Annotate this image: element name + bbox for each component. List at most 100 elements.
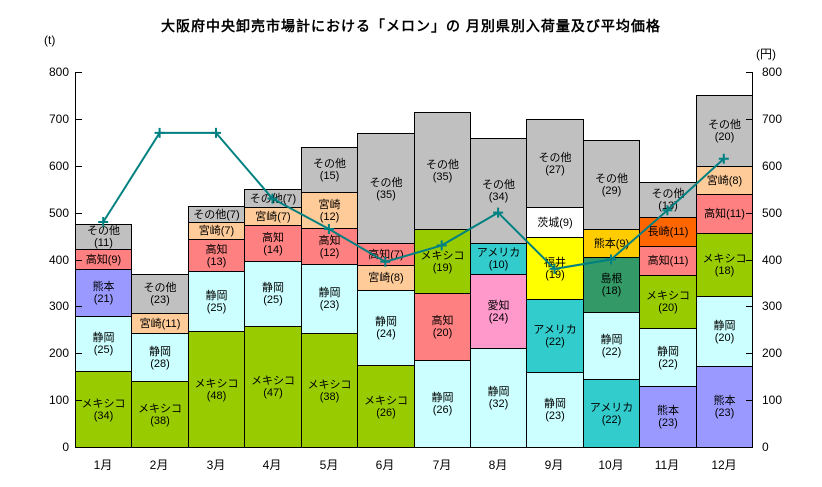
bar-segment: 静岡 (24) — [357, 290, 415, 366]
bar-segment: 宮崎 (12) — [301, 192, 358, 229]
bar-segment: 静岡 (22) — [639, 328, 697, 387]
bar-segment: 宮崎(8) — [357, 265, 415, 291]
bar-segment-label: 静岡 (20) — [713, 319, 736, 344]
y-axis-tick-label-right: 100 — [762, 393, 783, 407]
y-axis-tick-left — [76, 400, 82, 401]
bar-segment-label: その他 (23) — [143, 282, 177, 306]
y-axis-tick-label-right: 0 — [762, 440, 769, 454]
y-axis-tick-right — [746, 353, 752, 354]
bar-segment-label: 高知 (14) — [262, 231, 284, 256]
bar-segment-label: 高知(11) — [704, 208, 745, 220]
bar-segment: その他 (11) — [75, 224, 132, 250]
y-axis-tick-left — [76, 353, 82, 354]
y-axis-tick-label-left: 600 — [48, 159, 69, 173]
y-axis-tick-left — [76, 72, 82, 73]
bar-segment: 宮崎(7) — [244, 207, 302, 226]
bar-segment-label: 高知(11) — [647, 255, 689, 267]
bar-segment-label: 静岡 (23) — [318, 287, 341, 311]
bar-segment: 愛知 (24) — [470, 274, 527, 349]
y-axis-tick-left — [76, 447, 82, 448]
y-axis-tick-label-left: 800 — [48, 65, 69, 79]
bar-segment-label: 愛知 (24) — [487, 299, 510, 324]
bar-segment: 熊本(9) — [583, 229, 640, 258]
y-axis-tick-right — [746, 400, 752, 401]
bar-segment: 福井 (19) — [526, 237, 584, 300]
bar-segment-label: 静岡 (25) — [262, 282, 284, 306]
bar-segment-label: 高知 (12) — [318, 234, 341, 259]
bar-segment: その他 (35) — [414, 112, 471, 230]
bar-segment-label: その他 (13) — [651, 188, 685, 212]
y-axis-tick-right — [746, 260, 752, 261]
y-axis-tick-label-left: 400 — [48, 253, 69, 267]
bar-segment: 静岡 (25) — [188, 271, 245, 332]
bar-segment-label: 熊本 (23) — [657, 405, 679, 429]
bar-segment-label: 宮崎(7) — [255, 210, 291, 223]
x-axis-label: 12月 — [711, 458, 737, 472]
bar-segment: 高知 (13) — [188, 239, 245, 272]
bar-segment: アメリカ (10) — [470, 243, 527, 275]
bar-segment: メキシコ (48) — [188, 331, 245, 448]
x-axis-label: 2月 — [149, 458, 169, 472]
bar-segment: メキシコ (38) — [131, 381, 189, 448]
bar-segment-label: その他 (29) — [595, 173, 628, 197]
bar-segment: 高知 (14) — [244, 225, 302, 262]
chart-title: 大阪府中央卸売市場計における「メロン」の 月別県別入荷量及び平均価格 — [161, 18, 661, 34]
bar-segment-label: 島根 (18) — [600, 273, 623, 297]
bar-segment-label: メキシコ (20) — [646, 290, 690, 314]
bar-segment-label: その他 (27) — [538, 151, 572, 176]
bar-segment-label: 熊本 (21) — [92, 281, 115, 305]
bar-segment: 静岡 (26) — [414, 360, 471, 448]
bar-segment-label: その他 (20) — [708, 119, 741, 143]
y-axis-tick-left — [76, 306, 82, 307]
bar-segment-label: アメリカ (22) — [533, 324, 577, 348]
bar-segment-label: メキシコ (38) — [138, 402, 182, 427]
bar-segment: 宮崎(8) — [696, 166, 753, 195]
bar-segment: 静岡 (22) — [583, 312, 640, 380]
y-axis-tick-label-left: 0 — [62, 440, 69, 454]
x-axis-label: 10月 — [598, 458, 624, 472]
bar-segment: アメリカ (22) — [583, 379, 640, 448]
bar-segment-label: 高知(9) — [85, 253, 122, 266]
x-axis-label: 1月 — [93, 458, 113, 472]
bar-segment-label: 宮崎(7) — [198, 225, 235, 237]
bar-segment: 宮崎(7) — [188, 222, 245, 240]
y-axis-tick-right — [746, 213, 752, 214]
bar-segment-label: 静岡 (22) — [600, 334, 623, 358]
right-axis-unit-label: (円) — [756, 47, 776, 61]
bar-segment-label: メキシコ (18) — [702, 253, 747, 277]
bar-segment: 高知(11) — [639, 246, 697, 276]
bar-segment-label: その他 (35) — [369, 176, 403, 201]
bar-segment: その他(7) — [188, 206, 245, 223]
bar-segment: 静岡 (28) — [131, 333, 189, 382]
bar-segment: その他(7) — [244, 189, 302, 208]
y-axis-tick-left — [76, 119, 82, 120]
y-axis-tick-label-right: 600 — [762, 159, 783, 173]
bar-segment: メキシコ (47) — [244, 326, 302, 448]
y-axis-tick-label-right: 200 — [762, 346, 783, 360]
bar-segment: アメリカ (22) — [526, 299, 584, 373]
bar-segment: 静岡 (25) — [75, 316, 132, 372]
y-axis-tick-right — [746, 306, 752, 307]
y-axis-tick-label-left: 500 — [48, 206, 69, 220]
y-axis-tick-left — [76, 166, 82, 167]
bar-segment: 熊本 (23) — [639, 386, 697, 448]
bar-segment: 長崎(11) — [639, 217, 697, 247]
bar-segment-label: その他 (35) — [426, 159, 459, 183]
bar-segment: 高知 (20) — [414, 293, 471, 361]
bar-segment: 高知(11) — [696, 194, 753, 234]
bar-segment-label: メキシコ (26) — [364, 394, 408, 419]
bar-segment: その他 (13) — [639, 182, 697, 218]
y-axis-tick-label-right: 800 — [762, 65, 783, 79]
y-axis-tick-label-right: 700 — [762, 112, 783, 126]
x-axis-label: 4月 — [262, 458, 282, 472]
bar-segment-label: 熊本(9) — [593, 237, 630, 250]
bar-segment: 熊本 (21) — [75, 269, 132, 317]
bar-segment-label: 静岡 (23) — [544, 398, 566, 422]
bar-segment-label: その他(7) — [249, 192, 297, 205]
x-axis-label: 11月 — [654, 458, 680, 472]
y-axis-tick-right — [746, 119, 752, 120]
bar-segment-label: 静岡 (32) — [487, 386, 510, 410]
bar-segment: その他 (15) — [301, 147, 358, 193]
bar-segment-label: 熊本 (23) — [713, 395, 736, 419]
y-axis-tick-left — [76, 260, 82, 261]
